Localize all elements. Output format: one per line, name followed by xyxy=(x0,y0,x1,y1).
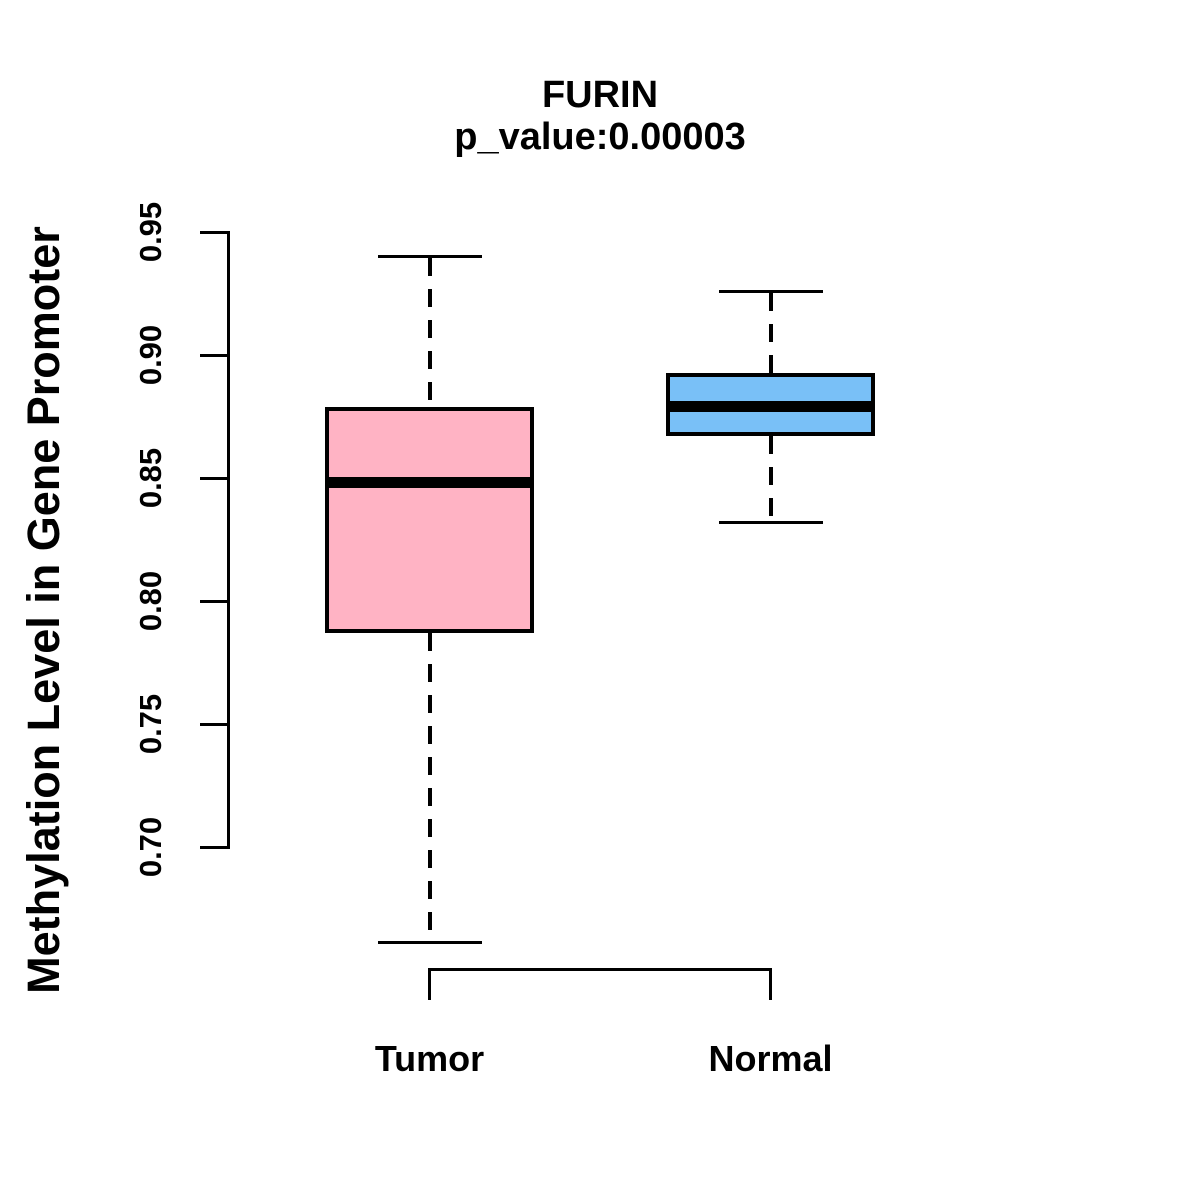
box-tumor xyxy=(325,407,534,633)
whisker-lower-normal xyxy=(768,435,773,521)
x-axis-label-tumor: Tumor xyxy=(374,1038,485,1079)
y-axis-tick-label: 0.95 xyxy=(133,201,168,263)
y-axis-tick-label: 0.75 xyxy=(133,693,168,755)
y-axis-tick-label: 0.70 xyxy=(133,816,168,878)
y-axis-line xyxy=(227,230,230,849)
whisker-upper-tumor xyxy=(427,258,432,408)
whisker-upper-normal xyxy=(768,292,773,373)
y-axis-tick xyxy=(200,599,230,603)
plot-subtitle: p_value:0.00003 xyxy=(454,116,746,158)
y-axis-tick-label: 0.80 xyxy=(133,570,168,632)
y-axis-tick-label: 0.90 xyxy=(133,324,168,386)
median-line-tumor xyxy=(329,477,530,489)
y-axis-tick xyxy=(200,722,230,726)
x-axis-tick-normal xyxy=(769,969,772,1000)
y-axis-tick xyxy=(200,353,230,357)
whisker-cap-upper-tumor xyxy=(377,255,482,259)
whisker-cap-lower-tumor xyxy=(377,941,482,945)
y-axis-tick xyxy=(200,476,230,480)
whisker-lower-tumor xyxy=(427,632,432,942)
whisker-cap-upper-normal xyxy=(718,289,823,293)
x-axis-line xyxy=(428,967,772,971)
x-axis-label-normal: Normal xyxy=(708,1038,833,1079)
y-axis-tick xyxy=(200,230,230,234)
y-axis-tick xyxy=(200,845,230,849)
y-axis-tick-label: 0.85 xyxy=(133,447,168,509)
median-line-normal xyxy=(670,401,871,413)
plot-title: FURIN xyxy=(541,74,659,116)
whisker-cap-lower-normal xyxy=(718,520,823,524)
x-axis-tick-tumor xyxy=(428,969,431,1000)
